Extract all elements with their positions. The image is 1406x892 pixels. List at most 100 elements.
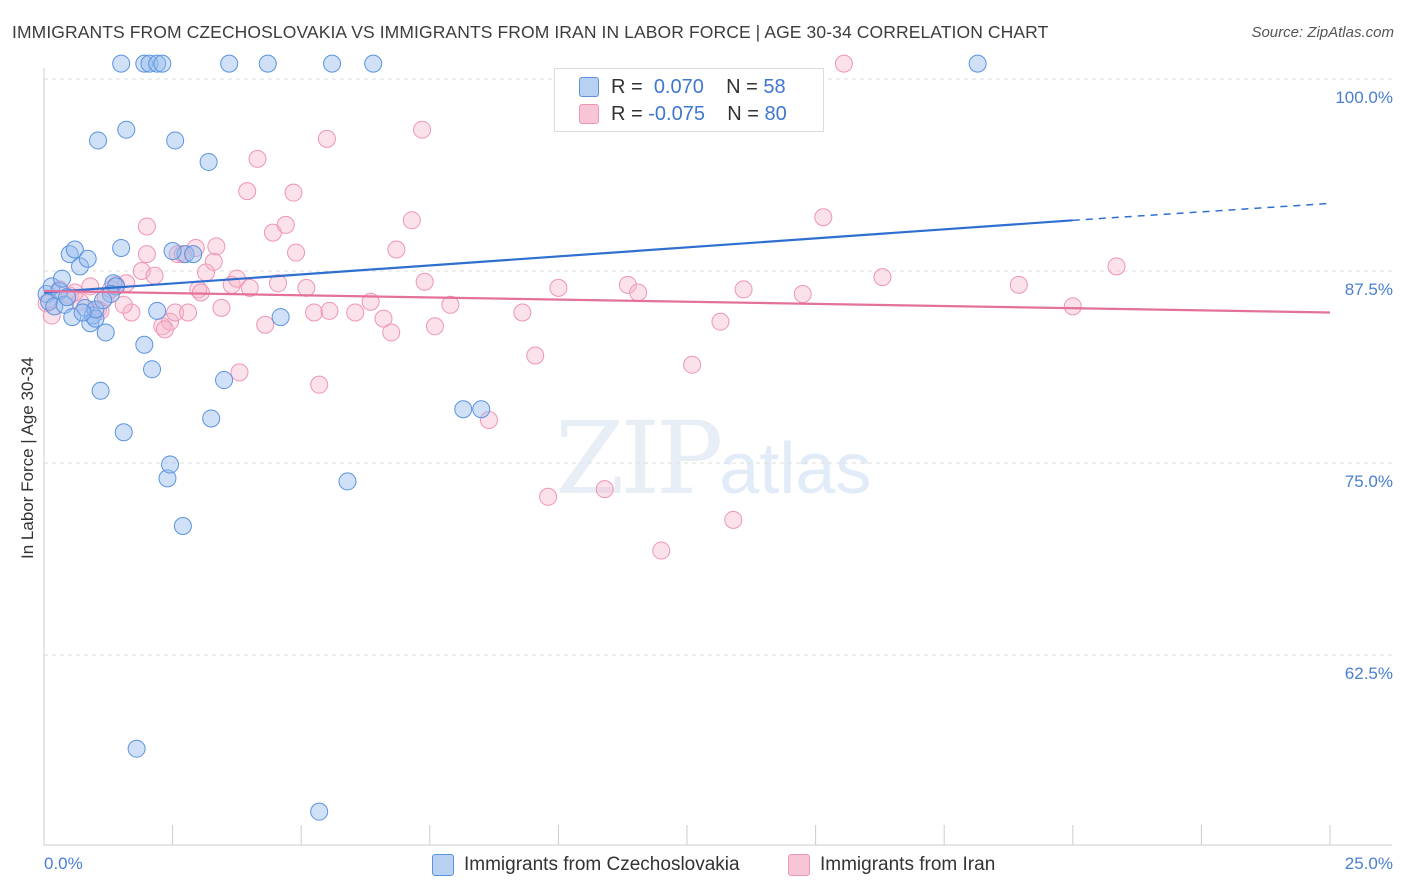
watermark-zip: ZIP (555, 400, 723, 517)
legend-row-czechoslovakia: R = 0.070 N = 58 (579, 75, 786, 99)
data-point-iran (207, 237, 226, 256)
data-point-czechoslovakia (78, 249, 97, 268)
legend-n-label: N = (727, 102, 759, 125)
data-point-czechoslovakia (184, 245, 203, 264)
data-point-iran (179, 303, 198, 322)
data-point-czechoslovakia (58, 288, 77, 307)
data-point-czechoslovakia (364, 54, 383, 73)
data-point-czechoslovakia (163, 242, 182, 261)
data-point-czechoslovakia (65, 240, 84, 259)
legend-n-label: N = (726, 75, 758, 98)
data-point-iran (346, 303, 365, 322)
data-point-iran (834, 54, 853, 73)
data-point-iran (513, 303, 532, 322)
data-point-iran (305, 303, 324, 322)
data-point-iran (1107, 257, 1126, 276)
data-point-czechoslovakia (112, 238, 131, 257)
data-point-iran (269, 274, 288, 293)
data-point-czechoslovakia (143, 360, 162, 379)
data-point-iran (683, 355, 702, 374)
data-point-iran (441, 295, 460, 314)
data-point-czechoslovakia (53, 269, 72, 288)
legend-swatch-blue (579, 77, 599, 97)
data-point-czechoslovakia (310, 802, 329, 821)
data-point-iran (238, 182, 257, 201)
bottom-legend-iran: Immigrants from Iran (788, 852, 995, 878)
data-point-iran (629, 283, 648, 302)
data-point-czechoslovakia (215, 371, 234, 390)
data-point-czechoslovakia (258, 54, 277, 73)
data-point-iran (166, 303, 185, 322)
data-point-iran (297, 278, 316, 297)
data-point-czechoslovakia (454, 400, 473, 419)
data-point-iran (374, 309, 393, 328)
data-point-czechoslovakia (202, 409, 221, 428)
data-point-czechoslovakia (140, 54, 159, 73)
source-label: Source: ZipAtlas.com (1251, 24, 1394, 41)
data-point-czechoslovakia (968, 54, 987, 73)
data-point-iran (248, 149, 267, 168)
data-point-czechoslovakia (153, 54, 172, 73)
data-point-iran (284, 183, 303, 202)
correlation-legend: R = 0.070 N = 58 R = -0.075 N = 80 (554, 68, 824, 132)
data-point-iran (155, 320, 174, 339)
data-point-czechoslovakia (173, 516, 192, 535)
bottom-legend-label: Immigrants from Czechoslovakia (464, 854, 740, 875)
data-point-czechoslovakia (148, 54, 167, 73)
data-point-iran (122, 303, 141, 322)
data-point-iran (652, 541, 671, 560)
data-point-iran (287, 243, 306, 262)
data-point-iran (425, 317, 444, 336)
data-point-czechoslovakia (148, 301, 167, 320)
data-point-iran (415, 272, 434, 291)
data-point-iran (137, 217, 156, 236)
data-point-czechoslovakia (158, 469, 177, 488)
data-point-iran (212, 298, 231, 317)
data-point-iran (1063, 297, 1082, 316)
legend-row-iran: R = -0.075 N = 80 (579, 102, 787, 126)
data-point-czechoslovakia (91, 381, 110, 400)
data-point-czechoslovakia (338, 472, 357, 491)
data-point-iran (240, 278, 259, 297)
data-point-iran (595, 480, 614, 499)
data-point-czechoslovakia (127, 739, 146, 758)
data-point-iran (256, 315, 275, 334)
data-point-iran (387, 240, 406, 259)
bottom-legend-label: Immigrants from Iran (820, 854, 996, 875)
data-point-czechoslovakia (73, 303, 92, 322)
data-point-czechoslovakia (135, 335, 154, 354)
legend-r-label: R = (611, 75, 643, 98)
data-point-iran (168, 245, 187, 264)
data-point-czechoslovakia (220, 54, 239, 73)
x-tick-label: 0.0% (44, 854, 83, 873)
data-point-iran (724, 510, 743, 529)
watermark-atlas: atlas (719, 429, 872, 509)
legend-n-value: 58 (763, 75, 786, 98)
zipatlas-watermark: ZIPatlas (555, 400, 871, 517)
data-point-iran (1009, 275, 1028, 294)
y-tick-label: 75.0% (1345, 472, 1393, 491)
legend-r-value: -0.075 (648, 102, 705, 125)
trend-line-czechoslovakia-extension (1072, 202, 1331, 222)
data-point-iran (204, 252, 223, 271)
legend-r-value: 0.070 (653, 75, 704, 98)
data-point-czechoslovakia (96, 323, 115, 342)
data-point-iran (317, 129, 336, 148)
data-point-iran (310, 375, 329, 394)
data-point-czechoslovakia (135, 54, 154, 73)
y-tick-label: 62.5% (1345, 664, 1393, 683)
data-point-czechoslovakia (114, 423, 133, 442)
data-point-czechoslovakia (161, 455, 180, 474)
trend-line-czechoslovakia (43, 219, 1073, 294)
data-point-czechoslovakia (94, 291, 113, 310)
data-point-iran (793, 285, 812, 304)
data-point-czechoslovakia (271, 308, 290, 327)
data-point-czechoslovakia (472, 400, 491, 419)
x-tick-label: 25.0% (1345, 854, 1393, 873)
data-point-iran (734, 280, 753, 299)
data-point-iran (276, 215, 295, 234)
data-point-iran (539, 487, 558, 506)
bottom-legend-czechoslovakia: Immigrants from Czechoslovakia (432, 852, 740, 878)
y-tick-label: 87.5% (1345, 280, 1393, 299)
